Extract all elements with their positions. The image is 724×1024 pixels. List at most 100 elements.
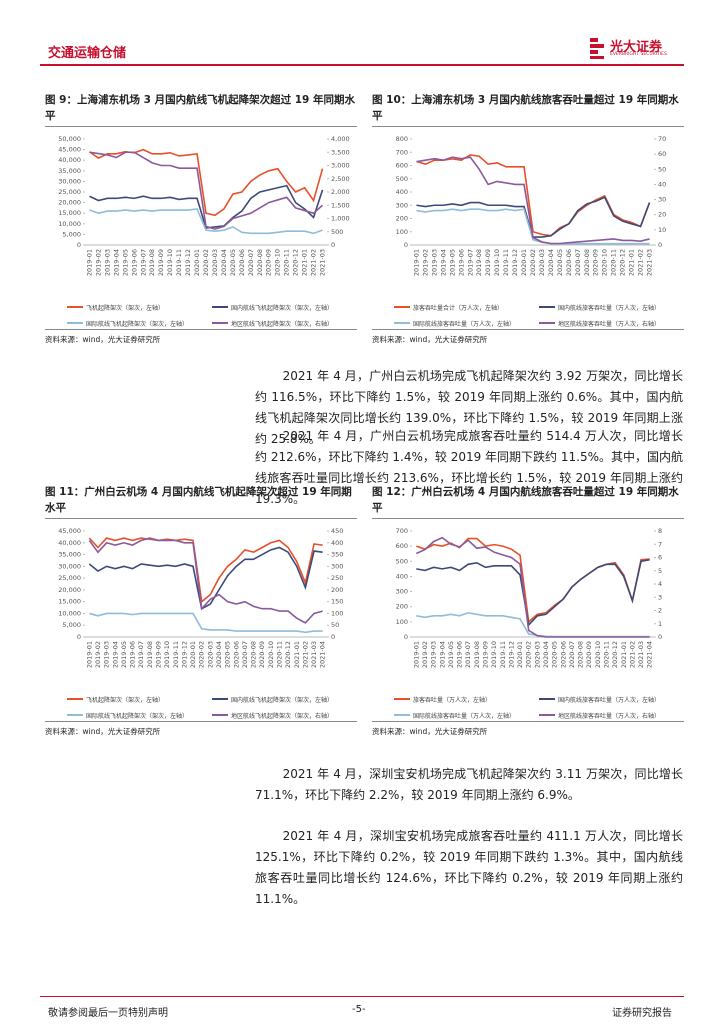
y-tick-label: 0 [77,241,81,249]
figure-title: 图 10：上海浦东机场 3 月国内航线旅客吞吐量超过 19 年同期水平 [372,92,684,127]
x-tick-label: 2020-12 [611,641,619,668]
legend-swatch [394,322,410,324]
x-tick-label: 2019-03 [103,249,111,276]
x-tick-label: 2019-12 [511,249,519,276]
x-tick-label: 2019-10 [493,249,501,276]
x-tick-label: 2019-12 [184,249,192,276]
x-tick-label: 2020-03 [211,249,219,276]
y-tick-label: 45,000 [58,146,81,154]
y-tick-label: 10,000 [58,220,81,228]
header-rule [40,64,684,66]
y2-tick-label: 2 [658,607,662,615]
chart: 0 5,000 10,000 15,000 20,000 25,000 30,000 35,0… [58,527,343,668]
y-tick-label: 400 [396,188,408,196]
x-tick-label: 2020-08 [250,641,258,668]
figure: 图 12：广州白云机场 4 月国内航线旅客吞吐量超过 19 年同期水平 0 100 2… [372,484,684,737]
x-tick-label: 2019-11 [172,641,180,668]
x-tick-label: 2020-01 [193,249,201,276]
series-line [88,537,323,604]
legend-swatch [394,306,410,308]
y-tick-label: 100 [396,618,408,626]
y2-tick-label: 4,000 [331,135,350,143]
figure: 图 10：上海浦东机场 3 月国内航线旅客吞吐量超过 19 年同期水平 0 100 2… [372,92,684,345]
y-tick-label: 500 [396,175,408,183]
legend-entry: 国际航线飞机起降架次（架次，左轴） [67,317,208,329]
x-tick-label: 2020-06 [232,641,240,668]
legend-label: 旅客吞吐量（万人次，左轴） [413,696,492,704]
legend-label: 地区航线旅客吞吐量（万人次，右轴） [558,712,661,720]
legend-label: 国际航线飞机起降架次（架次，左轴） [86,712,189,720]
x-tick-label: 2020-10 [594,641,602,668]
y-tick-label: 10,000 [58,609,81,617]
series-line [89,184,324,229]
y2-tick-label: 5 [658,567,662,575]
x-tick-label: 2021-01 [620,641,628,668]
x-tick-label: 2021-01 [293,641,301,668]
series-line [415,536,650,638]
x-tick-label: 2020-05 [229,249,237,276]
y2-tick-label: 70 [658,135,666,143]
y2-tick-label: 0 [331,633,335,641]
legend-label: 国内航线飞机起降架次（架次，左轴） [231,304,334,312]
y2-tick-label: 3 [658,593,662,601]
y-tick-label: 200 [396,603,408,611]
y-tick-label: 0 [404,633,408,641]
series-line [89,612,323,634]
y-tick-label: 500 [396,557,408,565]
y-tick-label: 20,000 [58,586,81,594]
series-line [416,208,650,245]
figure: 图 9：上海浦东机场 3 月国内航线飞机起降架次超过 19 年同期水平 0 5,00… [45,92,357,345]
y2-tick-label: 50 [658,165,666,173]
y2-tick-label: 50 [331,621,339,629]
y-tick-label: 0 [77,633,81,641]
x-tick-label: 2021-02 [628,641,636,668]
x-tick-label: 2020-02 [198,641,206,668]
x-tick-label: 2020-09 [585,641,593,668]
legend-label: 地区航线飞机起降架次（架次，右轴） [231,712,334,720]
x-tick-label: 2020-04 [215,641,223,668]
y-tick-label: 400 [396,572,408,580]
x-tick-label: 2019-03 [103,641,111,668]
x-tick-label: 2019-11 [499,641,507,668]
x-tick-label: 2019-04 [112,249,120,276]
legend-swatch [212,698,228,700]
y-tick-label: 35,000 [58,551,81,559]
y2-tick-label: 150 [331,598,343,606]
series-line [89,208,323,235]
x-tick-label: 2019-01 [85,249,93,276]
x-tick-label: 2020-12 [619,249,627,276]
x-tick-label: 2019-12 [180,641,188,668]
x-tick-label: 2019-07 [466,249,474,276]
x-tick-label: 2020-02 [529,249,537,276]
series-line [416,154,651,237]
footer-left: 敬请参阅最后一页特别声明 [48,1008,168,1019]
x-tick-label: 2021-03 [310,641,318,668]
x-tick-label: 2020-06 [559,641,567,668]
x-tick-label: 2020-04 [547,249,555,276]
y2-tick-label: 8 [658,527,662,535]
logo-text: 光大证券 [610,40,663,55]
legend-entry: 地区航线飞机起降架次（架次，右轴） [212,709,353,721]
legend-entry: 地区航线旅客吞吐量（万人次，右轴） [539,709,680,721]
x-tick-label: 2020-07 [574,249,582,276]
x-tick-label: 2019-07 [464,641,472,668]
x-tick-label: 2020-03 [538,249,546,276]
y-tick-label: 700 [396,527,408,535]
y-tick-label: 25,000 [58,188,81,196]
source-note: 资料来源：wind，光大证券研究所 [45,329,357,345]
x-tick-label: 2020-01 [189,641,197,668]
series-line [89,151,324,230]
y2-tick-label: 1,000 [331,215,350,223]
legend-swatch [212,306,228,308]
y-tick-label: 600 [396,542,408,550]
x-tick-label: 2019-11 [502,249,510,276]
x-tick-label: 2020-04 [220,249,228,276]
legend-label: 国际航线旅客吞吐量（万人次，左轴） [413,712,516,720]
x-tick-label: 2020-11 [283,249,291,276]
y-tick-label: 15,000 [58,598,81,606]
x-tick-label: 2019-08 [146,641,154,668]
x-tick-label: 2019-06 [456,641,464,668]
chart: 0 5,000 10,000 15,000 20,000 25,000 30,000 35,0… [58,135,350,276]
x-tick-label: 2021-01 [628,249,636,276]
figure-title: 图 11：广州白云机场 4 月国内航线飞机起降架次超过 19 年同期水平 [45,484,357,519]
